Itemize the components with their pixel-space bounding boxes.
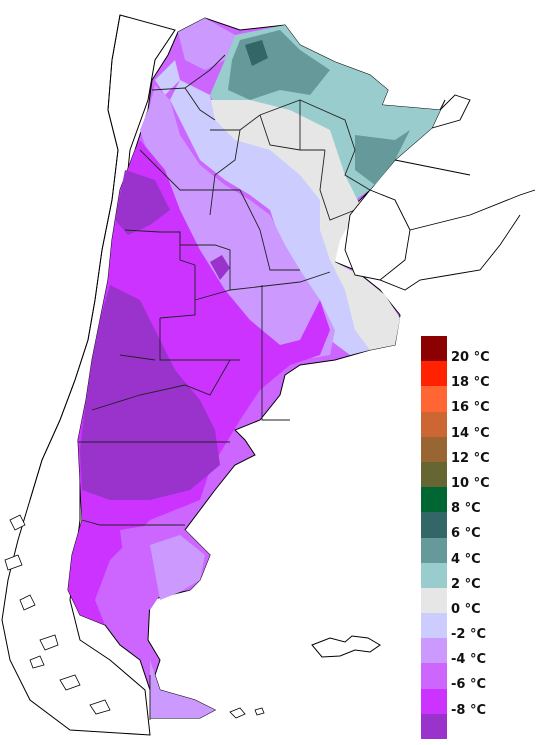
- legend-swatch: [421, 336, 447, 362]
- legend-entry: [421, 713, 521, 739]
- zone-minus-8-cuyo: [115, 170, 170, 235]
- brazil-border: [394, 94, 536, 231]
- legend-label: 0 °C: [451, 601, 481, 617]
- zone-minus-8-spot: [210, 255, 230, 280]
- legend-swatch: [421, 537, 447, 563]
- legend-swatch: [421, 663, 447, 689]
- legend-entry: 0 °C: [421, 587, 521, 617]
- legend-label: -4 °C: [451, 652, 487, 668]
- legend-entry: 14 °C: [421, 411, 521, 441]
- legend-swatch: [421, 613, 447, 639]
- legend-swatch: [421, 688, 447, 714]
- legend-swatch: [421, 386, 447, 412]
- legend-swatch: [421, 713, 447, 739]
- zone-south-minus-2: [150, 535, 215, 718]
- legend-swatch: [421, 436, 447, 462]
- zone-minus-4-north: [140, 18, 335, 360]
- zone-minus-2: [155, 60, 370, 355]
- legend-label: 4 °C: [451, 551, 481, 567]
- river-plate-coast: [379, 214, 521, 291]
- legend-swatch: [421, 487, 447, 513]
- legend-swatch: [421, 638, 447, 664]
- legend-entry: 12 °C: [421, 436, 521, 466]
- legend-label: 2 °C: [451, 576, 481, 592]
- legend-swatch: [421, 411, 447, 437]
- legend-label: 20 °C: [451, 350, 490, 365]
- legend-entry: -4 °C: [421, 638, 521, 667]
- legend-entry: -6 °C: [421, 663, 521, 692]
- legend-label: 12 °C: [451, 450, 490, 466]
- legend-label: 18 °C: [451, 375, 490, 391]
- legend-entry: 8 °C: [421, 487, 521, 516]
- province-borders: [78, 54, 371, 720]
- legend-label: 14 °C: [451, 425, 490, 441]
- chile-islands: [4, 514, 111, 715]
- legend-entry: 16 °C: [421, 386, 521, 415]
- chile-region-borders: [29, 14, 121, 501]
- legend-label: 6 °C: [451, 526, 481, 542]
- legend-label: -6 °C: [451, 677, 487, 693]
- zone-minus-6: [68, 140, 330, 625]
- legend-entry: 2 °C: [421, 562, 521, 592]
- legend-entry: -2 °C: [421, 613, 521, 642]
- legend-swatch: [421, 361, 447, 387]
- legend-entry: -8 °C: [421, 688, 521, 718]
- legend-label: 10 °C: [451, 475, 490, 491]
- southern-islets: [229, 707, 265, 719]
- legend-label: -2 °C: [451, 627, 487, 643]
- legend-entry: 10 °C: [421, 461, 521, 491]
- legend-label: 8 °C: [451, 501, 481, 517]
- legend-entry: 18 °C: [421, 361, 521, 390]
- legend-label: -8 °C: [451, 702, 487, 718]
- legend-swatch: [421, 562, 447, 588]
- legend-entry: 4 °C: [421, 537, 521, 567]
- zone-north-east-warmer: [228, 30, 410, 185]
- temperature-legend: 20 °C 18 °C 16 °C 14 °C 12 °C 10 °C 8 °C 6 °C 4 …: [421, 336, 521, 739]
- legend-label: 16 °C: [451, 400, 490, 416]
- zone-zero: [200, 100, 400, 350]
- legend-entry: 6 °C: [421, 512, 521, 541]
- legend-swatch: [421, 587, 447, 614]
- legend-entry: 20 °C: [421, 336, 521, 365]
- falkland-islands: [311, 635, 381, 658]
- legend-swatch: [421, 461, 447, 488]
- zone-north-east-6: [245, 40, 268, 66]
- legend-swatch: [421, 512, 447, 538]
